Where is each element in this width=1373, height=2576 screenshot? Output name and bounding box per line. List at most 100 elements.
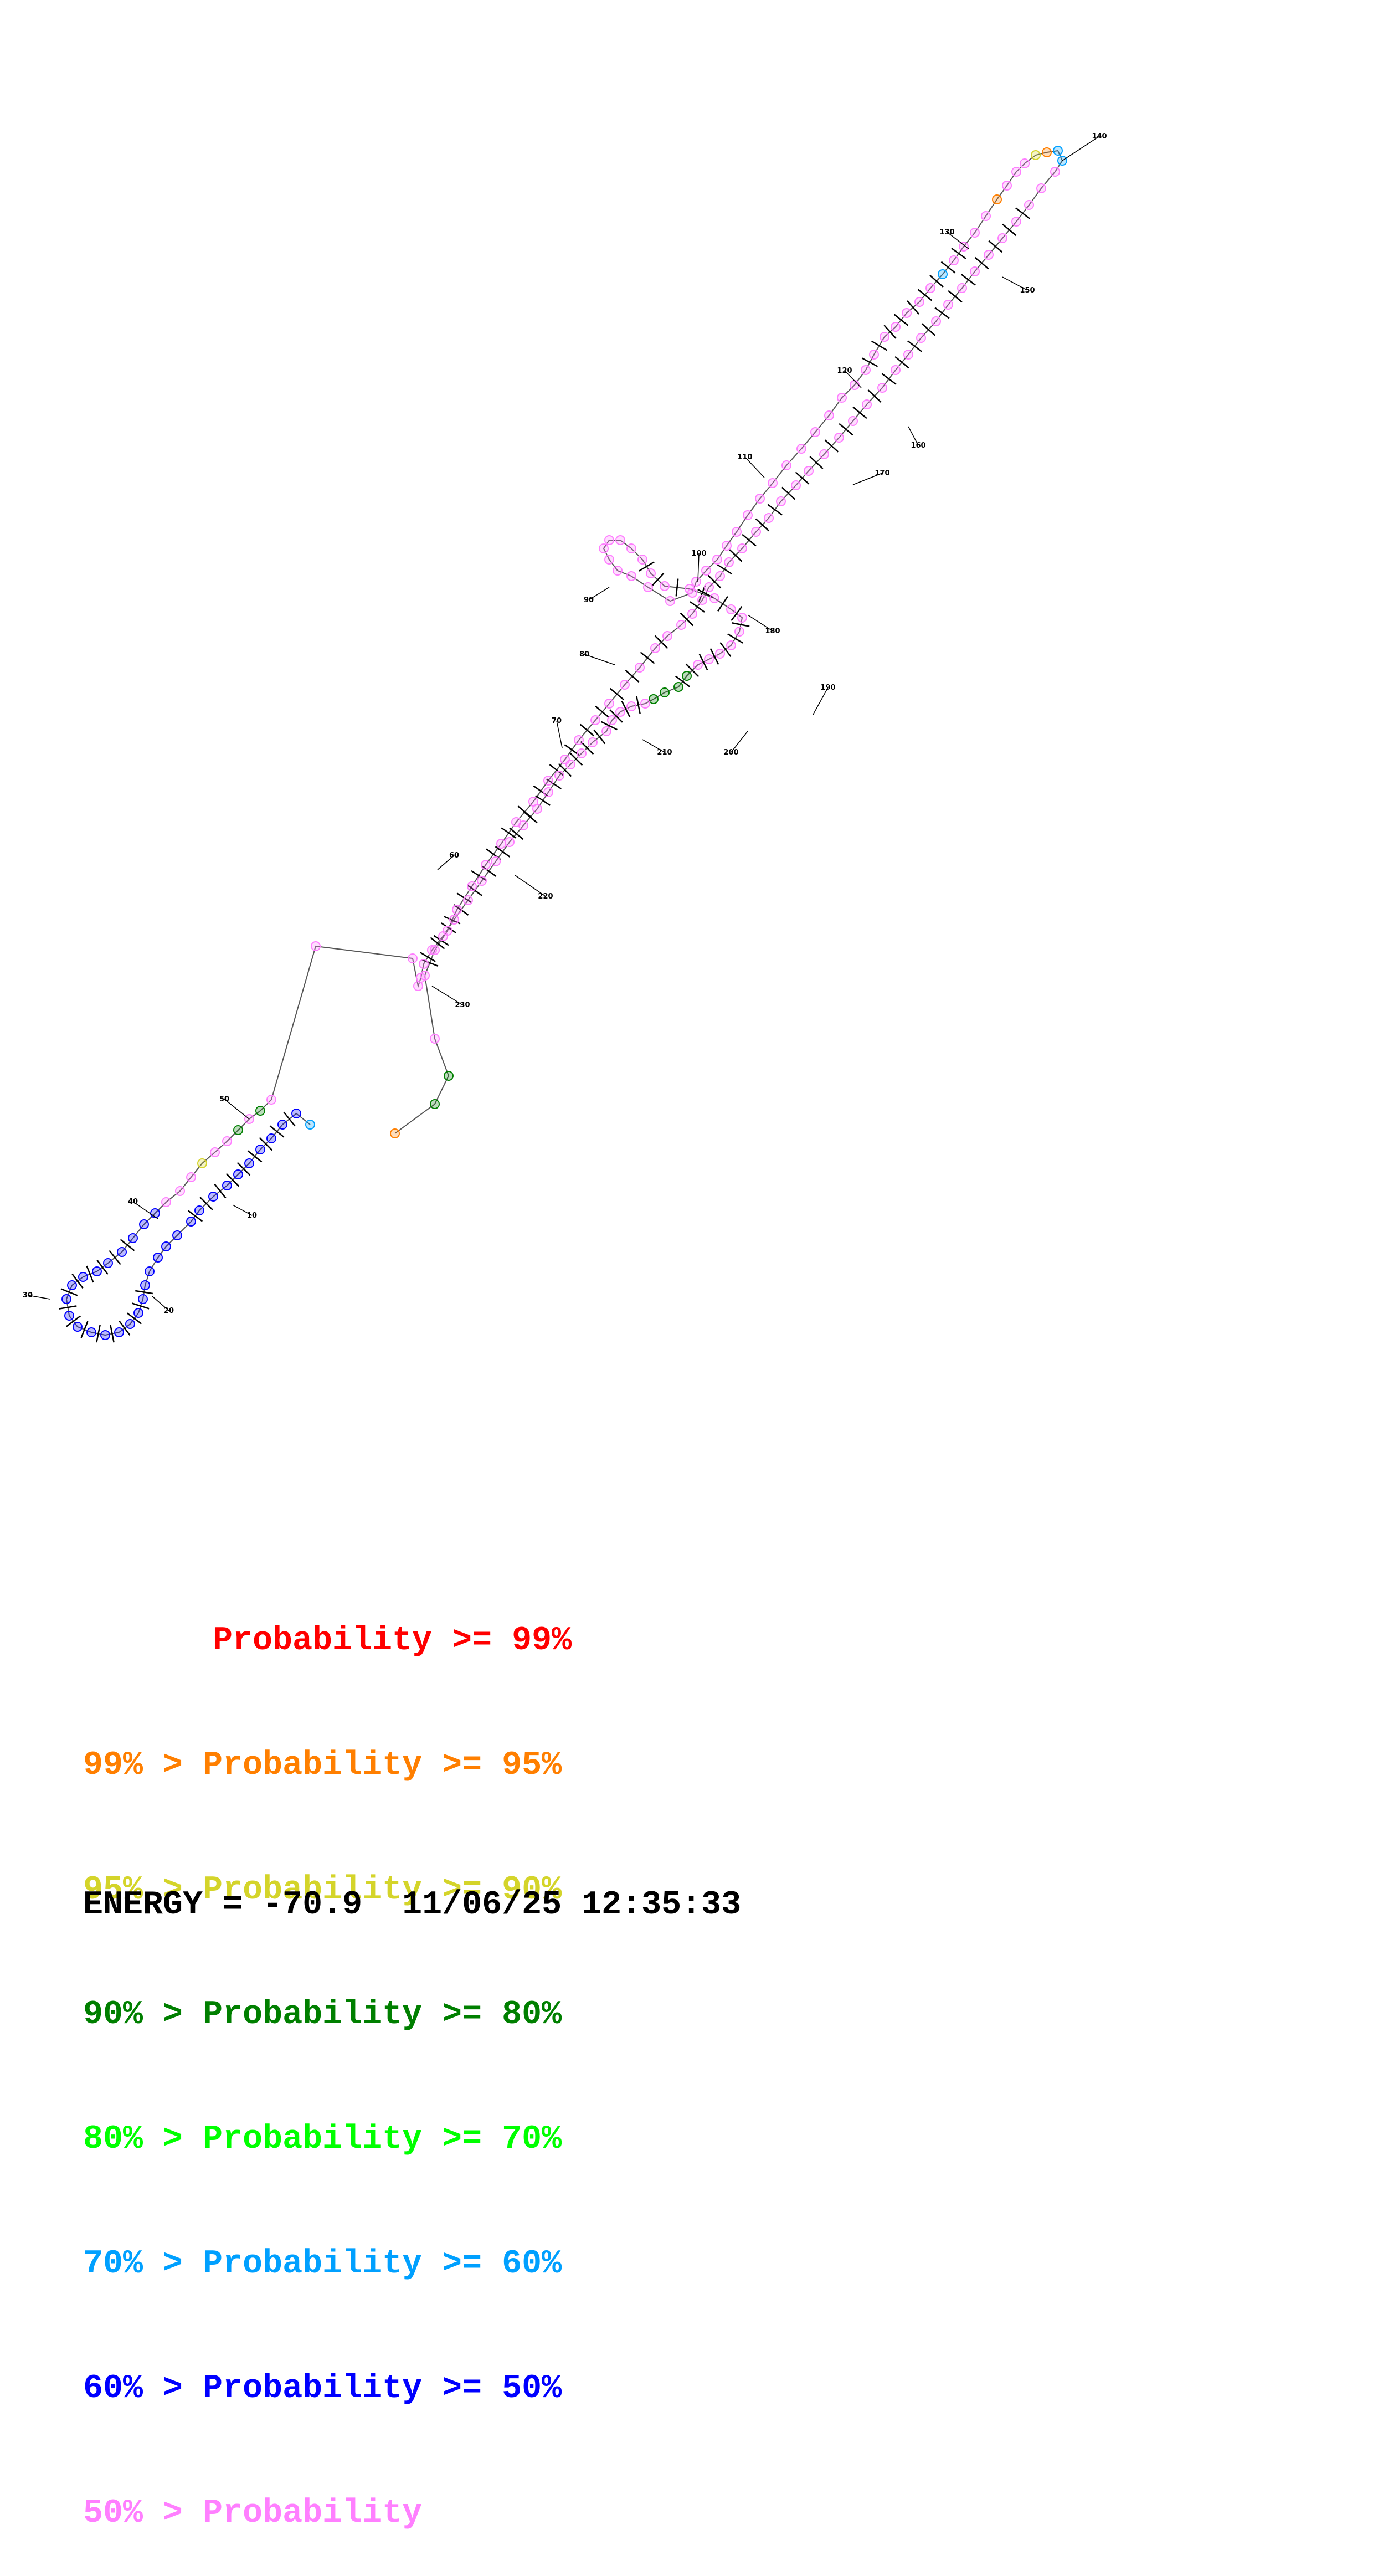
- base-pair-rung: [894, 356, 909, 369]
- nucleotide-marker: [1036, 183, 1046, 193]
- nucleotide-marker: [427, 945, 437, 955]
- nucleotide-marker: [607, 715, 617, 725]
- nucleotide-marker: [810, 427, 820, 437]
- nucleotide-marker: [673, 682, 683, 692]
- nucleotide-marker: [880, 332, 889, 342]
- nucleotide-marker: [804, 466, 814, 476]
- base-pair-rung: [1015, 207, 1030, 219]
- nucleotide-marker: [233, 1125, 243, 1135]
- nucleotide-marker: [1053, 146, 1063, 156]
- nucleotide-marker: [1002, 181, 1012, 191]
- nucleotide-marker: [620, 680, 630, 690]
- base-pair-rung: [639, 561, 655, 572]
- nucleotide-marker: [626, 543, 636, 553]
- nucleotide-marker: [543, 776, 553, 786]
- base-pair-rung: [893, 314, 909, 326]
- base-pair-rung: [495, 846, 511, 858]
- nucleotide-marker: [959, 242, 969, 252]
- base-pair-rung: [636, 696, 641, 714]
- nucleotide-marker: [796, 444, 806, 454]
- nucleotide-marker: [604, 555, 614, 565]
- position-label: 120: [837, 367, 852, 375]
- nucleotide-marker: [970, 266, 980, 276]
- nucleotide-marker: [970, 228, 980, 238]
- position-leader-line: [744, 456, 765, 478]
- base-pair-rung: [440, 922, 457, 933]
- nucleotide-marker: [660, 581, 670, 591]
- legend-text: Probability >= 50%: [203, 2370, 562, 2408]
- legend-line-p50: 60% > Probability >= 50%: [83, 2368, 572, 2410]
- nucleotide-marker: [100, 1330, 110, 1340]
- nucleotide-marker: [222, 1136, 232, 1146]
- nucleotide-marker: [649, 694, 659, 704]
- nucleotide-marker: [660, 687, 670, 697]
- legend-prefix: 99% >: [83, 1747, 203, 1784]
- nucleotide-marker: [640, 699, 650, 709]
- base-pair-rung: [601, 721, 618, 731]
- legend-line-p95: 99% > Probability >= 95%: [83, 1745, 572, 1787]
- nucleotide-marker: [61, 1294, 71, 1304]
- position-label: 10: [247, 1212, 257, 1220]
- position-label: 230: [455, 1001, 470, 1009]
- nucleotide-marker: [186, 1172, 196, 1182]
- base-pair-rung: [961, 274, 976, 286]
- base-pair-rung: [907, 300, 919, 315]
- legend-text: Probability: [203, 2495, 423, 2532]
- nucleotide-marker: [984, 250, 994, 260]
- position-leader-line: [515, 875, 546, 897]
- base-pair-rung: [934, 307, 950, 319]
- nucleotide-marker: [635, 663, 645, 673]
- base-pair-rung: [727, 633, 743, 644]
- base-pair-rung: [86, 1265, 94, 1283]
- nucleotide-marker: [150, 1208, 160, 1218]
- nucleotide-marker: [161, 1241, 171, 1251]
- nucleotide-marker: [128, 1233, 138, 1243]
- nucleotide-marker: [715, 649, 725, 659]
- nucleotide-marker: [715, 571, 725, 581]
- nucleotide-marker: [712, 555, 722, 565]
- backbone-layer: [65, 150, 1063, 1336]
- base-pair-rung: [60, 1288, 78, 1296]
- nucleotide-marker: [138, 1294, 148, 1304]
- base-pair-rung: [110, 1325, 115, 1343]
- nucleotide-marker: [931, 316, 941, 326]
- position-leader-line: [852, 473, 883, 485]
- position-leader-line: [152, 1296, 169, 1311]
- legend-line-p80: 90% > Probability >= 80%: [83, 1994, 572, 2036]
- base-pair-rung: [579, 723, 595, 737]
- base-pair-rung: [621, 701, 631, 717]
- base-pair-rung: [247, 1150, 263, 1163]
- nucleotide-marker: [755, 494, 765, 504]
- nucleotide-marker: [834, 433, 844, 443]
- nucleotide-marker: [781, 460, 791, 470]
- nucleotide-marker: [518, 820, 528, 830]
- base-pair-rung: [640, 651, 655, 664]
- nucleotide-marker: [255, 1106, 265, 1116]
- position-label: 140: [1092, 132, 1107, 141]
- nucleotide-marker: [419, 959, 429, 969]
- nucleotide-marker: [175, 1186, 185, 1196]
- nucleotide-marker: [1031, 150, 1041, 160]
- nucleotide-marker: [743, 510, 753, 520]
- base-pair-rung: [471, 870, 487, 881]
- legend-line-p90: 95% > Probability >= 90%: [83, 1870, 572, 1911]
- nucleotide-marker: [543, 787, 553, 797]
- base-pair-rung: [269, 1125, 285, 1138]
- nucleotide-marker: [599, 543, 609, 553]
- nucleotide-marker: [601, 726, 611, 736]
- nucleotide-marker: [687, 609, 697, 619]
- nucleotide-marker: [726, 640, 736, 650]
- nucleotide-marker: [496, 839, 506, 849]
- nucleotide-marker: [676, 620, 686, 630]
- nucleotide-marker: [222, 1181, 232, 1190]
- legend-line-p99: Probability >= 99%: [83, 1620, 572, 1662]
- base-pair-rung: [187, 1210, 203, 1222]
- nucleotide-marker: [914, 297, 924, 307]
- nucleotide-marker: [665, 596, 675, 606]
- nucleotide-marker: [704, 582, 714, 592]
- nucleotide-marker: [140, 1280, 150, 1290]
- nucleotide-marker: [637, 555, 647, 565]
- base-pair-layer: [59, 207, 1030, 1343]
- nucleotide-marker: [390, 1128, 400, 1138]
- base-pair-rung: [988, 240, 1003, 253]
